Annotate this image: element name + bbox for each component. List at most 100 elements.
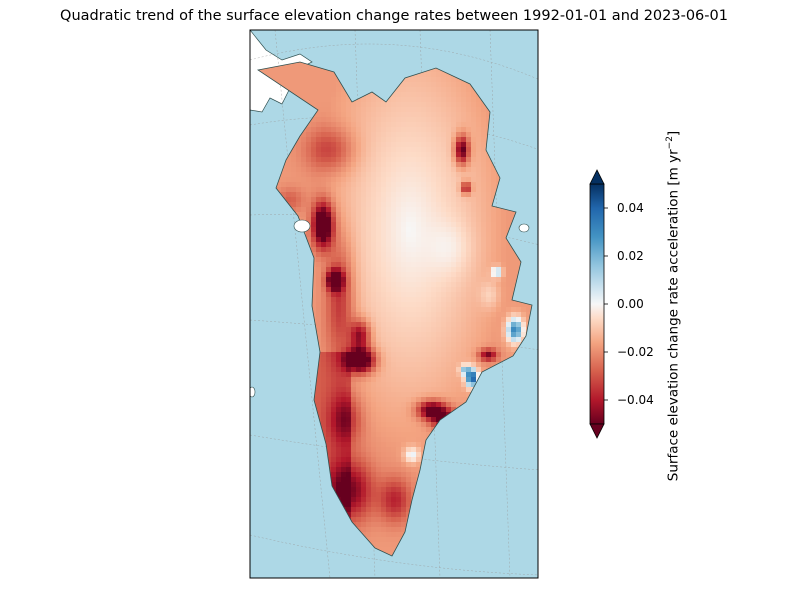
grid-cell: [396, 337, 402, 343]
grid-cell: [471, 172, 477, 178]
grid-cell: [316, 157, 322, 163]
grid-cell: [341, 162, 347, 168]
grid-cell: [336, 372, 342, 378]
grid-cell: [391, 227, 397, 233]
grid-cell: [411, 112, 417, 118]
grid-cell: [361, 202, 367, 208]
grid-cell: [431, 82, 437, 88]
grid-cell: [406, 287, 412, 293]
grid-cell: [406, 262, 412, 268]
grid-cell: [301, 167, 307, 173]
grid-cell: [436, 342, 442, 348]
grid-cell: [461, 222, 467, 228]
grid-cell: [386, 227, 392, 233]
grid-cell: [396, 182, 402, 188]
grid-cell: [396, 407, 402, 413]
grid-cell: [441, 277, 447, 283]
grid-cell: [321, 197, 327, 203]
grid-cell: [436, 87, 442, 93]
grid-cell: [476, 242, 482, 248]
grid-cell: [431, 167, 437, 173]
grid-cell: [486, 327, 492, 333]
grid-cell: [421, 372, 427, 378]
grid-cell: [356, 182, 362, 188]
grid-cell: [391, 402, 397, 408]
grid-cell: [421, 402, 427, 408]
grid-cell: [401, 267, 407, 273]
grid-cell: [411, 397, 417, 403]
grid-cell: [426, 87, 432, 93]
grid-cell: [321, 287, 327, 293]
grid-cell: [406, 312, 412, 318]
grid-cell: [381, 382, 387, 388]
grid-cell: [421, 272, 427, 278]
grid-cell: [436, 387, 442, 393]
grid-cell: [361, 382, 367, 388]
grid-cell: [391, 442, 397, 448]
grid-cell: [471, 112, 477, 118]
grid-cell: [341, 172, 347, 178]
grid-cell: [371, 382, 377, 388]
grid-cell: [446, 207, 452, 213]
grid-cell: [331, 192, 337, 198]
grid-cell: [361, 347, 367, 353]
grid-cell: [316, 187, 322, 193]
grid-cell: [411, 232, 417, 238]
grid-cell: [451, 407, 457, 413]
grid-cell: [416, 202, 422, 208]
grid-cell: [366, 132, 372, 138]
grid-cell: [361, 172, 367, 178]
grid-cell: [321, 192, 327, 198]
grid-cell: [316, 132, 322, 138]
grid-cell: [391, 152, 397, 158]
grid-cell: [461, 242, 467, 248]
grid-cell: [436, 302, 442, 308]
grid-cell: [506, 307, 512, 313]
grid-cell: [356, 212, 362, 218]
grid-cell: [451, 332, 457, 338]
grid-cell: [351, 247, 357, 253]
grid-cell: [431, 247, 437, 253]
grid-cell: [331, 452, 337, 458]
grid-cell: [316, 212, 322, 218]
grid-cell: [366, 302, 372, 308]
grid-cell: [331, 112, 337, 118]
grid-cell: [436, 272, 442, 278]
grid-cell: [396, 362, 402, 368]
grid-cell: [421, 377, 427, 383]
grid-cell: [516, 262, 522, 268]
grid-cell: [336, 492, 342, 498]
grid-cell: [306, 207, 312, 213]
grid-cell: [376, 352, 382, 358]
grid-cell: [471, 217, 477, 223]
grid-cell: [436, 167, 442, 173]
grid-cell: [326, 432, 332, 438]
grid-cell: [396, 392, 402, 398]
grid-cell: [486, 177, 492, 183]
grid-cell: [456, 302, 462, 308]
grid-cell: [346, 177, 352, 183]
grid-cell: [381, 182, 387, 188]
grid-cell: [436, 372, 442, 378]
grid-cell: [426, 287, 432, 293]
grid-cell: [471, 222, 477, 228]
grid-cell: [446, 212, 452, 218]
grid-cell: [446, 157, 452, 163]
grid-cell: [461, 322, 467, 328]
grid-cell: [496, 212, 502, 218]
grid-cell: [381, 167, 387, 173]
grid-cell: [431, 132, 437, 138]
grid-cell: [431, 287, 437, 293]
grid-cell: [426, 117, 432, 123]
grid-cell: [401, 262, 407, 268]
grid-cell: [356, 402, 362, 408]
grid-cell: [311, 197, 317, 203]
grid-cell: [351, 232, 357, 238]
grid-cell: [421, 407, 427, 413]
grid-cell: [471, 202, 477, 208]
grid-cell: [466, 212, 472, 218]
grid-cell: [361, 457, 367, 463]
grid-cell: [326, 372, 332, 378]
grid-cell: [401, 172, 407, 178]
grid-cell: [356, 352, 362, 358]
